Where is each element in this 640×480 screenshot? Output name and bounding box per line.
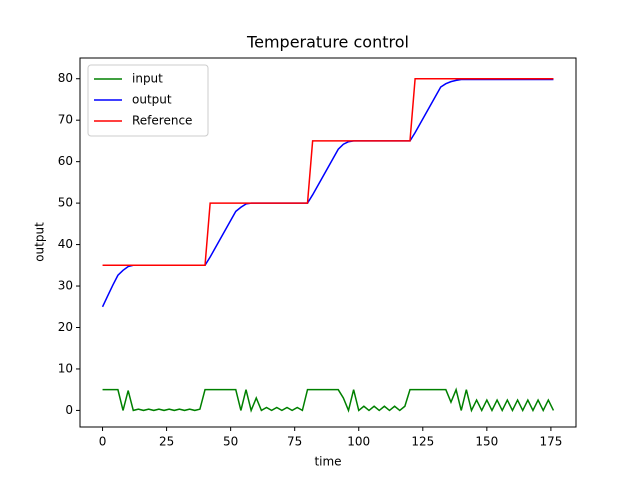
legend-label: output [132,93,172,107]
x-tick-label: 0 [99,435,107,449]
y-tick-label: 20 [58,320,73,334]
y-tick-label: 70 [58,113,73,127]
x-tick-label: 175 [539,435,562,449]
y-axis-label: output [33,222,47,262]
x-tick-label: 50 [223,435,238,449]
series-line [102,387,555,413]
x-tick-label: 25 [159,435,174,449]
plot-frame [79,57,577,428]
y-tick-label: 60 [58,154,73,168]
y-tick-label: 80 [58,71,73,85]
legend-label: input [132,72,163,86]
series-line [102,77,554,267]
x-axis-label: time [314,455,341,469]
x-tick-label: 150 [475,435,498,449]
legend-label: Reference [132,114,192,128]
x-tick-label: 75 [287,435,302,449]
y-tick-label: 40 [58,237,73,251]
y-tick-label: 50 [58,196,73,210]
chart-title: Temperature control [246,33,409,52]
x-tick-label: 125 [411,435,434,449]
x-tick-label: 100 [347,435,370,449]
y-tick-label: 10 [58,361,73,375]
legend-box [87,64,209,137]
y-tick-label: 30 [58,279,73,293]
y-tick-label: 0 [65,403,73,417]
